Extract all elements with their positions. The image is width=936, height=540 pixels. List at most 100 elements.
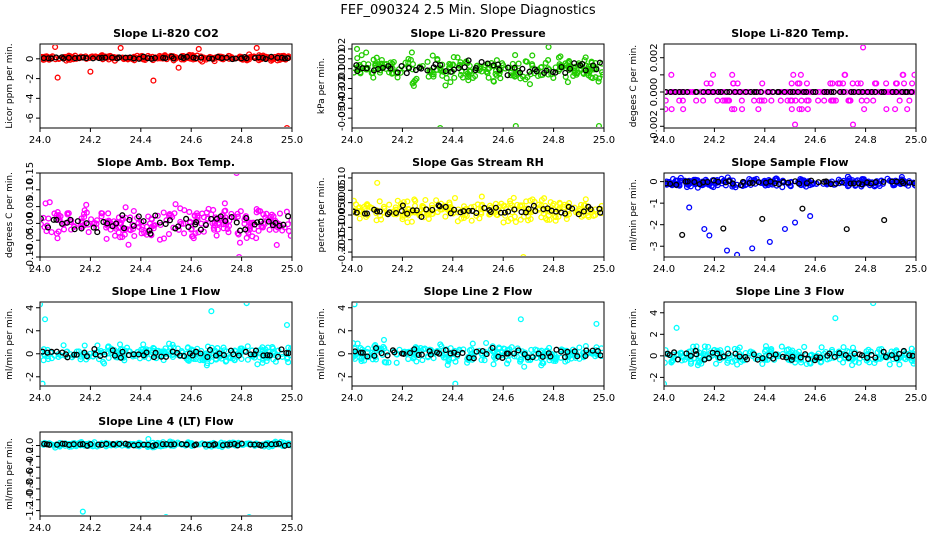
y-tick-label: -0.05 [337, 202, 348, 228]
data-point-reference [113, 220, 120, 227]
data-point [257, 208, 264, 215]
data-point [886, 361, 893, 368]
y-tick-label: -0.10 [337, 214, 348, 240]
panel-title: Slope Li-820 CO2 [113, 27, 219, 40]
data-point-reference [442, 203, 449, 210]
data-point-reference [231, 440, 238, 447]
data-point [836, 356, 843, 363]
data-point [731, 106, 738, 113]
data-point [538, 362, 545, 369]
data-point-outlier [195, 45, 202, 52]
series-points [665, 174, 915, 256]
data-point-reference [284, 55, 291, 62]
data-point [456, 62, 463, 69]
data-point-reference [46, 441, 53, 448]
data-point [225, 229, 232, 236]
data-point-reference [909, 352, 915, 359]
data-point [47, 440, 54, 447]
data-point-reference [691, 178, 698, 186]
data-point-reference [726, 88, 733, 96]
y-axis-label: ml/min per min. [5, 438, 15, 510]
data-point [576, 344, 583, 351]
series-points [665, 45, 915, 127]
data-point-reference [809, 88, 817, 96]
data-point-reference [130, 222, 137, 229]
x-tick-label: 24.0 [653, 393, 675, 404]
data-point [393, 359, 400, 366]
data-point-outlier [807, 213, 814, 220]
data-point-reference [755, 179, 762, 186]
data-point [883, 80, 890, 87]
data-point-reference [110, 441, 117, 448]
data-point-reference [779, 353, 786, 360]
data-point-reference [41, 215, 44, 222]
data-point [565, 66, 572, 74]
data-point-reference [442, 347, 449, 354]
data-point-outlier [353, 45, 361, 52]
data-point-reference [481, 204, 488, 211]
data-point [83, 201, 90, 208]
data-point [162, 345, 169, 352]
data-point-reference [775, 88, 782, 96]
data-point [796, 106, 803, 113]
data-point-outlier [175, 64, 182, 71]
x-tick-label: 24.6 [180, 393, 202, 404]
data-point-reference [152, 212, 159, 219]
data-point [42, 200, 49, 207]
data-point [588, 208, 595, 216]
data-point-reference [666, 351, 673, 359]
data-point-reference [83, 55, 90, 62]
data-point-reference [558, 209, 565, 216]
data-point [759, 80, 766, 87]
data-point-reference [413, 207, 420, 214]
data-point [911, 71, 915, 78]
data-point-reference [693, 351, 700, 358]
data-point [821, 97, 828, 104]
x-tick-label: 25.0 [905, 393, 927, 404]
data-point [276, 210, 284, 217]
panel-title: Slope Line 3 Flow [736, 285, 845, 298]
data-point-reference [736, 353, 743, 360]
data-point-reference [571, 348, 578, 355]
data-point-reference [803, 180, 810, 187]
data-point-reference [775, 181, 782, 188]
data-point-reference [373, 345, 380, 352]
data-point-reference [830, 88, 837, 96]
panel-rh: Slope Gas Stream RH 24.0 24.2 24.4 24.6 24.8 2… [317, 156, 615, 275]
series-points [353, 303, 603, 385]
plot-frame [663, 43, 917, 129]
data-point-reference [384, 352, 391, 359]
panel-sample_flow: Slope Sample Flow 24.0 24.2 24.4 24.6 24.8 25.… [629, 156, 927, 275]
data-point-reference [878, 88, 885, 96]
data-point-reference [590, 62, 597, 69]
data-point-reference [505, 208, 512, 215]
data-point [538, 214, 545, 221]
data-point [759, 360, 766, 368]
data-point [378, 56, 385, 64]
data-point-reference [193, 441, 200, 448]
data-point-reference [170, 55, 177, 62]
data-point-reference [436, 203, 443, 210]
data-point [517, 358, 524, 365]
data-point-reference [361, 210, 369, 217]
data-point-reference [404, 210, 411, 217]
data-point [842, 354, 849, 361]
data-point-reference [152, 349, 159, 356]
data-point-reference [437, 61, 444, 69]
data-point [402, 59, 409, 66]
data-point [483, 339, 490, 347]
data-point-reference [505, 64, 512, 71]
data-point [163, 217, 170, 224]
data-point-outlier [163, 514, 169, 515]
data-point-reference [715, 88, 722, 96]
data-point-reference [276, 222, 283, 229]
data-point-reference [796, 180, 803, 187]
plot-frame [663, 301, 917, 387]
data-point-reference [252, 347, 259, 354]
data-point [94, 342, 101, 349]
data-point-reference [102, 54, 109, 61]
data-point-reference [119, 348, 126, 355]
data-point-reference [363, 65, 370, 72]
data-point [594, 351, 601, 358]
data-point [457, 59, 464, 66]
